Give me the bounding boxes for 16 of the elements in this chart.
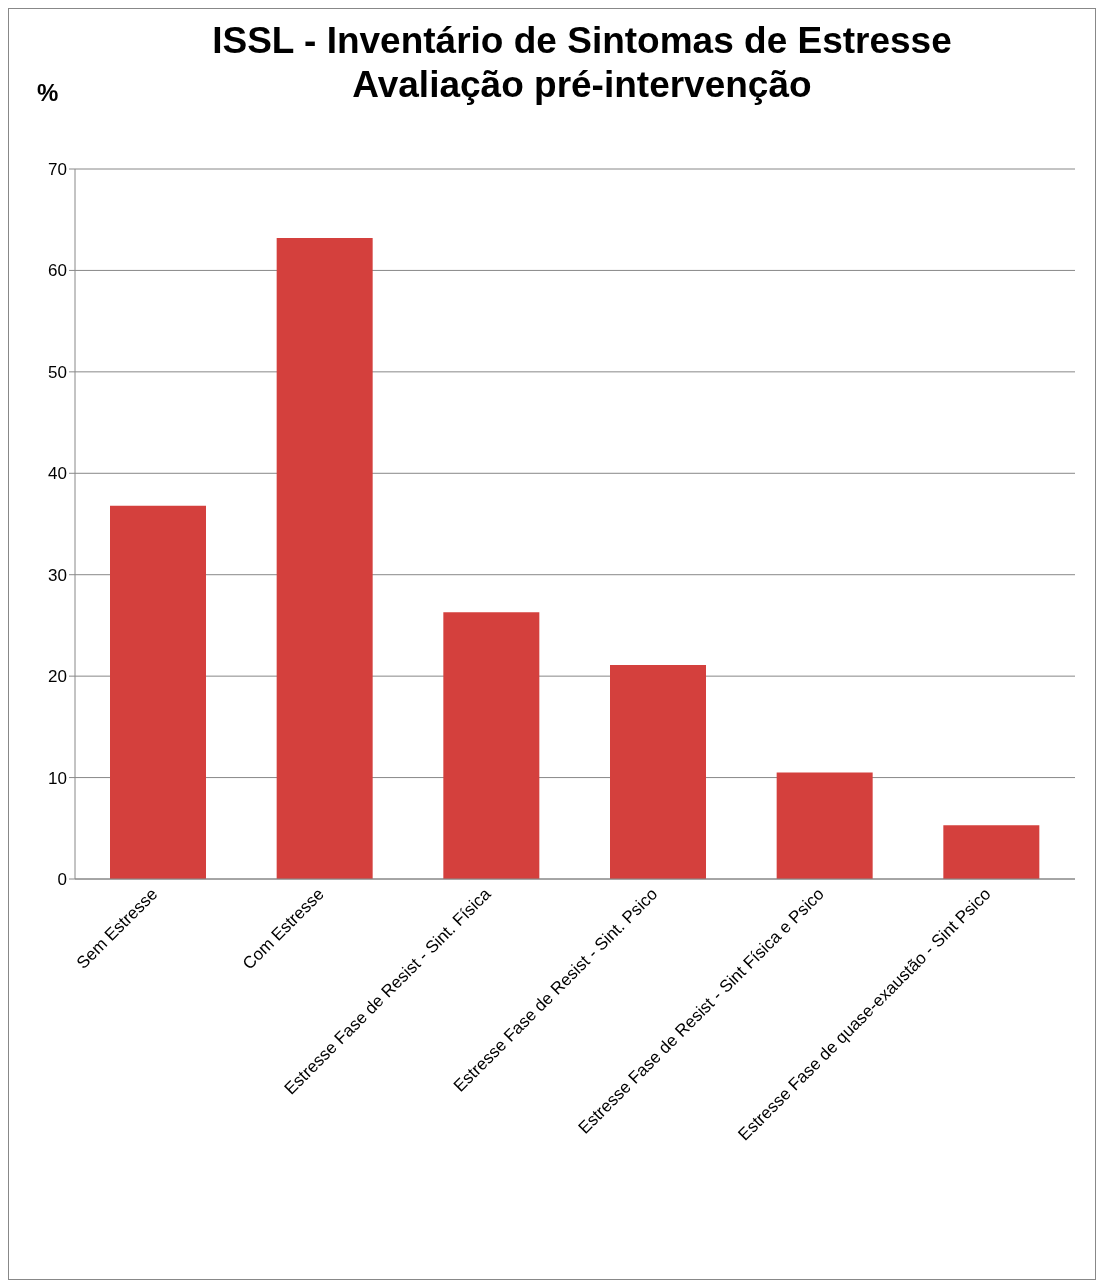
bar [276,237,373,879]
y-tick-label: 0 [57,870,67,890]
bar [110,505,206,879]
chart-title: ISSL - Inventário de Sintomas de Estresse Avaliação pré-intervenção [211,19,953,107]
y-tick-label: 70 [48,160,67,180]
y-tick-label: 40 [48,464,67,484]
y-axis-title: % [37,79,59,107]
y-tick-label: 30 [48,565,67,585]
bar [943,825,1040,879]
y-tick-label: 10 [48,768,67,788]
bar [610,664,706,879]
bar [776,772,873,879]
y-tick-label: 20 [48,667,67,687]
y-tick-label: 50 [48,362,67,382]
y-tick-label: 60 [48,261,67,281]
bar [443,612,540,879]
